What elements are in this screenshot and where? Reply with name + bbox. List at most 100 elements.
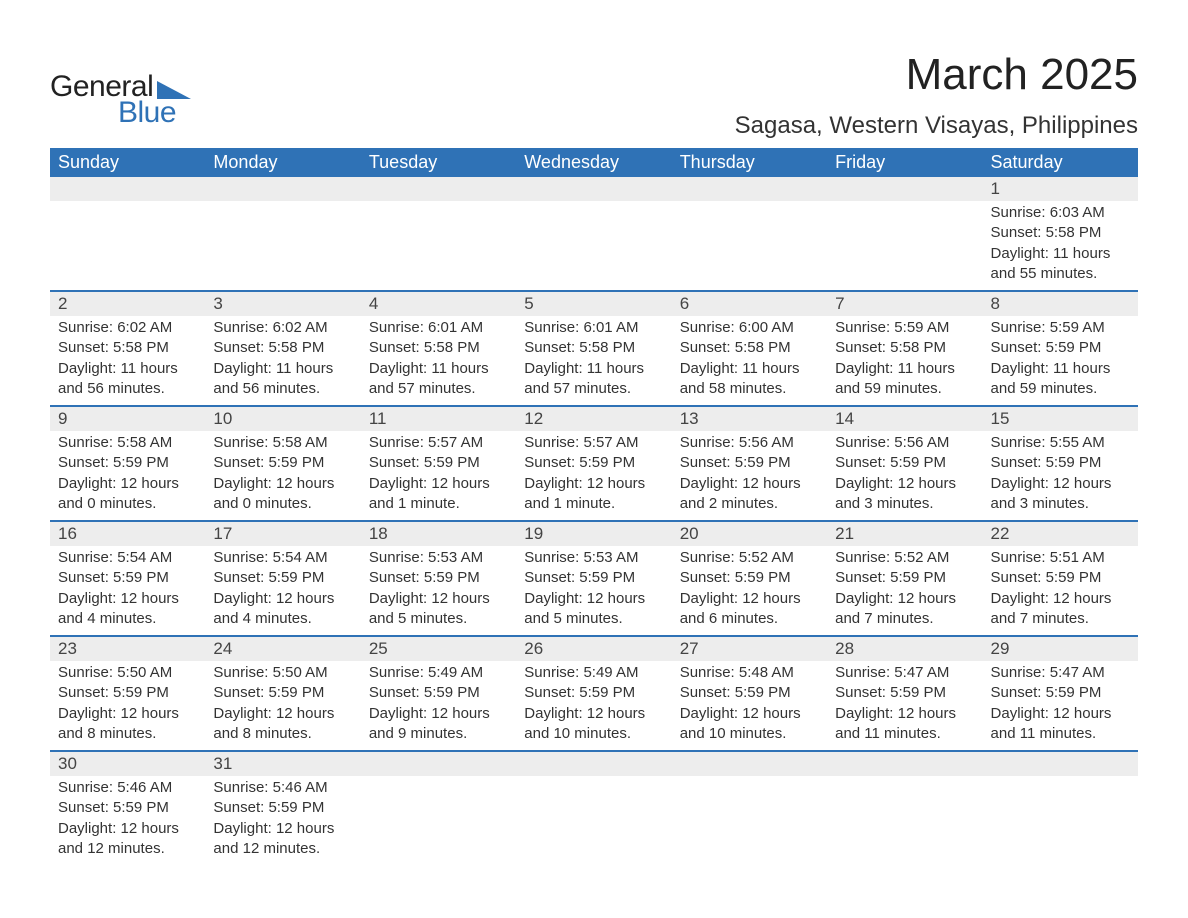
sunrise-text: Sunrise: 5:51 AM [991,548,1130,568]
calendar-daynum-row: 9101112131415 [50,406,1138,431]
sunrise-text: Sunrise: 5:46 AM [213,778,352,798]
day-detail-cell: Sunrise: 5:47 AMSunset: 5:59 PMDaylight:… [983,661,1138,751]
day-detail-cell: Sunrise: 5:53 AMSunset: 5:59 PMDaylight:… [361,546,516,636]
sunset-text: Sunset: 5:59 PM [58,568,197,588]
sunrise-text: Sunrise: 6:00 AM [680,318,819,338]
day-number-cell: 18 [361,521,516,546]
day-number-cell: 11 [361,406,516,431]
sunset-text: Sunset: 5:59 PM [369,568,508,588]
day-number-cell [827,177,982,201]
calendar-detail-row: Sunrise: 6:03 AMSunset: 5:58 PMDaylight:… [50,201,1138,291]
day-number-cell: 24 [205,636,360,661]
day-number-cell: 6 [672,291,827,316]
sunrise-text: Sunrise: 6:01 AM [369,318,508,338]
sunrise-text: Sunrise: 5:49 AM [524,663,663,683]
sunset-text: Sunset: 5:59 PM [835,683,974,703]
sunrise-text: Sunrise: 5:53 AM [369,548,508,568]
day-number-cell [50,177,205,201]
day-number-cell: 17 [205,521,360,546]
sunset-text: Sunset: 5:58 PM [835,338,974,358]
sunset-text: Sunset: 5:59 PM [213,798,352,818]
sunset-text: Sunset: 5:59 PM [991,453,1130,473]
calendar-detail-row: Sunrise: 6:02 AMSunset: 5:58 PMDaylight:… [50,316,1138,406]
calendar-header-cell: Friday [827,148,982,177]
calendar-header-cell: Saturday [983,148,1138,177]
sunrise-text: Sunrise: 5:59 AM [835,318,974,338]
day-number-cell: 20 [672,521,827,546]
day-number-cell: 25 [361,636,516,661]
day-detail-cell [516,201,671,291]
day-detail-cell [827,201,982,291]
logo-text-blue: Blue [118,96,176,130]
sunset-text: Sunset: 5:59 PM [213,683,352,703]
day-number-cell [672,177,827,201]
sunset-text: Sunset: 5:59 PM [680,683,819,703]
day-detail-cell [205,201,360,291]
sunrise-text: Sunrise: 5:52 AM [835,548,974,568]
sunset-text: Sunset: 5:58 PM [524,338,663,358]
sunset-text: Sunset: 5:59 PM [58,453,197,473]
logo: General Blue [50,50,191,130]
sunset-text: Sunset: 5:58 PM [58,338,197,358]
sunset-text: Sunset: 5:59 PM [991,338,1130,358]
day-detail-cell: Sunrise: 5:58 AMSunset: 5:59 PMDaylight:… [50,431,205,521]
day-detail-cell: Sunrise: 5:56 AMSunset: 5:59 PMDaylight:… [672,431,827,521]
day-detail-cell: Sunrise: 5:49 AMSunset: 5:59 PMDaylight:… [516,661,671,751]
day-number-cell: 21 [827,521,982,546]
daylight-text: Daylight: 11 hours and 59 minutes. [835,359,974,400]
calendar-header-row: SundayMondayTuesdayWednesdayThursdayFrid… [50,148,1138,177]
daylight-text: Daylight: 11 hours and 56 minutes. [213,359,352,400]
sunrise-text: Sunrise: 6:02 AM [58,318,197,338]
calendar-detail-row: Sunrise: 5:50 AMSunset: 5:59 PMDaylight:… [50,661,1138,751]
daylight-text: Daylight: 12 hours and 10 minutes. [680,704,819,745]
day-detail-cell [361,201,516,291]
day-detail-cell: Sunrise: 5:58 AMSunset: 5:59 PMDaylight:… [205,431,360,521]
calendar-daynum-row: 1 [50,177,1138,201]
day-number-cell: 30 [50,751,205,776]
calendar-daynum-row: 3031 [50,751,1138,776]
daylight-text: Daylight: 12 hours and 1 minute. [369,474,508,515]
daylight-text: Daylight: 12 hours and 11 minutes. [835,704,974,745]
day-number-cell [361,177,516,201]
day-detail-cell: Sunrise: 5:59 AMSunset: 5:58 PMDaylight:… [827,316,982,406]
day-number-cell [983,751,1138,776]
day-detail-cell: Sunrise: 5:50 AMSunset: 5:59 PMDaylight:… [50,661,205,751]
sunset-text: Sunset: 5:59 PM [369,683,508,703]
day-detail-cell: Sunrise: 5:47 AMSunset: 5:59 PMDaylight:… [827,661,982,751]
day-number-cell: 22 [983,521,1138,546]
sunrise-text: Sunrise: 5:52 AM [680,548,819,568]
calendar-header-cell: Thursday [672,148,827,177]
day-detail-cell [672,776,827,865]
day-number-cell: 12 [516,406,671,431]
daylight-text: Daylight: 12 hours and 12 minutes. [213,819,352,860]
sunrise-text: Sunrise: 5:47 AM [991,663,1130,683]
sunrise-text: Sunrise: 5:57 AM [524,433,663,453]
sunset-text: Sunset: 5:59 PM [369,453,508,473]
day-number-cell: 29 [983,636,1138,661]
daylight-text: Daylight: 12 hours and 5 minutes. [369,589,508,630]
day-number-cell: 10 [205,406,360,431]
day-detail-cell: Sunrise: 5:54 AMSunset: 5:59 PMDaylight:… [50,546,205,636]
sunrise-text: Sunrise: 5:48 AM [680,663,819,683]
daylight-text: Daylight: 12 hours and 6 minutes. [680,589,819,630]
sunrise-text: Sunrise: 6:02 AM [213,318,352,338]
day-number-cell: 5 [516,291,671,316]
sunrise-text: Sunrise: 5:47 AM [835,663,974,683]
sunset-text: Sunset: 5:58 PM [213,338,352,358]
day-detail-cell: Sunrise: 6:01 AMSunset: 5:58 PMDaylight:… [516,316,671,406]
sunset-text: Sunset: 5:58 PM [991,223,1130,243]
day-detail-cell [672,201,827,291]
day-detail-cell: Sunrise: 5:51 AMSunset: 5:59 PMDaylight:… [983,546,1138,636]
day-number-cell [827,751,982,776]
location-subtitle: Sagasa, Western Visayas, Philippines [735,112,1138,140]
day-number-cell: 13 [672,406,827,431]
day-number-cell: 14 [827,406,982,431]
day-number-cell [205,177,360,201]
sunset-text: Sunset: 5:59 PM [835,568,974,588]
sunrise-text: Sunrise: 5:46 AM [58,778,197,798]
sunrise-text: Sunrise: 5:50 AM [213,663,352,683]
sunset-text: Sunset: 5:59 PM [835,453,974,473]
day-number-cell: 27 [672,636,827,661]
daylight-text: Daylight: 12 hours and 8 minutes. [58,704,197,745]
day-detail-cell: Sunrise: 6:02 AMSunset: 5:58 PMDaylight:… [205,316,360,406]
